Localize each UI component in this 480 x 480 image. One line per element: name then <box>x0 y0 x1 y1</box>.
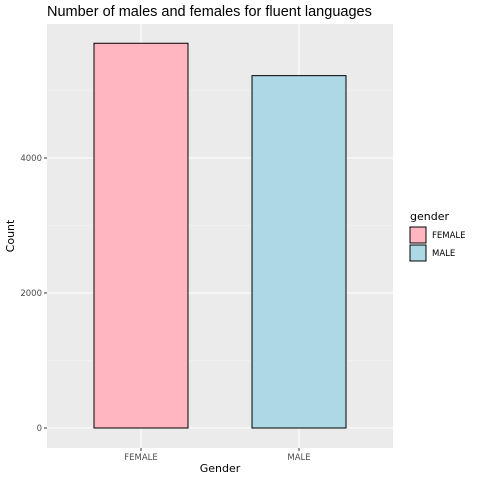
x-axis: FEMALE MALE <box>124 448 310 463</box>
legend-key-male <box>410 245 426 261</box>
chart-title: Number of males and females for fluent l… <box>47 4 372 20</box>
y-tick-label: 4000 <box>20 154 42 164</box>
x-tick-label: FEMALE <box>124 453 158 463</box>
legend: gender FEMALE MALE <box>410 210 466 261</box>
bar-female <box>94 43 188 428</box>
legend-label: MALE <box>432 249 455 259</box>
legend-label: FEMALE <box>432 231 466 241</box>
legend-title: gender <box>410 210 449 223</box>
x-axis-title: Gender <box>200 462 241 475</box>
y-axis: 0 2000 4000 <box>20 154 47 434</box>
y-axis-title: Count <box>4 219 17 252</box>
bar-male <box>252 76 346 428</box>
legend-key-female <box>410 227 426 243</box>
y-tick-label: 2000 <box>20 289 42 299</box>
x-tick-label: MALE <box>287 453 310 463</box>
y-tick-label: 0 <box>37 424 42 434</box>
